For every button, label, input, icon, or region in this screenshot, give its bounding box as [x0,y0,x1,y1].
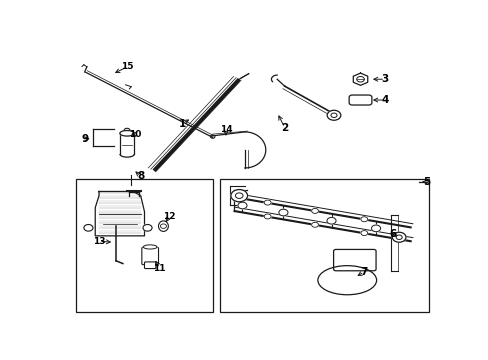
Circle shape [326,217,335,224]
Text: 13: 13 [93,237,105,246]
Text: 12: 12 [163,212,175,221]
Circle shape [360,217,367,222]
Circle shape [264,214,270,219]
FancyBboxPatch shape [142,247,158,265]
Text: 1: 1 [179,118,185,129]
Text: 5: 5 [422,177,429,187]
Circle shape [84,225,93,231]
FancyBboxPatch shape [348,95,371,105]
Circle shape [264,200,270,205]
Text: 10: 10 [128,130,141,139]
Ellipse shape [317,266,376,295]
Circle shape [311,208,318,213]
Circle shape [142,225,152,231]
Circle shape [371,225,380,232]
Ellipse shape [120,131,134,136]
Circle shape [238,202,246,209]
Circle shape [391,232,405,242]
Text: 3: 3 [381,74,388,84]
Circle shape [326,110,340,120]
Text: 4: 4 [381,95,388,105]
FancyBboxPatch shape [144,262,156,269]
Text: 11: 11 [153,264,165,273]
Text: 8: 8 [137,171,144,181]
Bar [220,179,428,312]
Text: 6: 6 [388,229,396,239]
Ellipse shape [158,221,168,231]
Text: 14: 14 [219,125,232,134]
Circle shape [360,231,367,235]
Ellipse shape [143,245,157,249]
Text: 2: 2 [281,123,288,133]
Circle shape [230,190,247,202]
Circle shape [278,209,287,216]
Polygon shape [95,192,144,236]
Text: 9: 9 [81,134,88,144]
FancyBboxPatch shape [333,249,375,271]
Bar [76,179,212,312]
Text: 7: 7 [360,267,367,277]
Text: 15: 15 [121,62,133,71]
Circle shape [311,222,318,227]
